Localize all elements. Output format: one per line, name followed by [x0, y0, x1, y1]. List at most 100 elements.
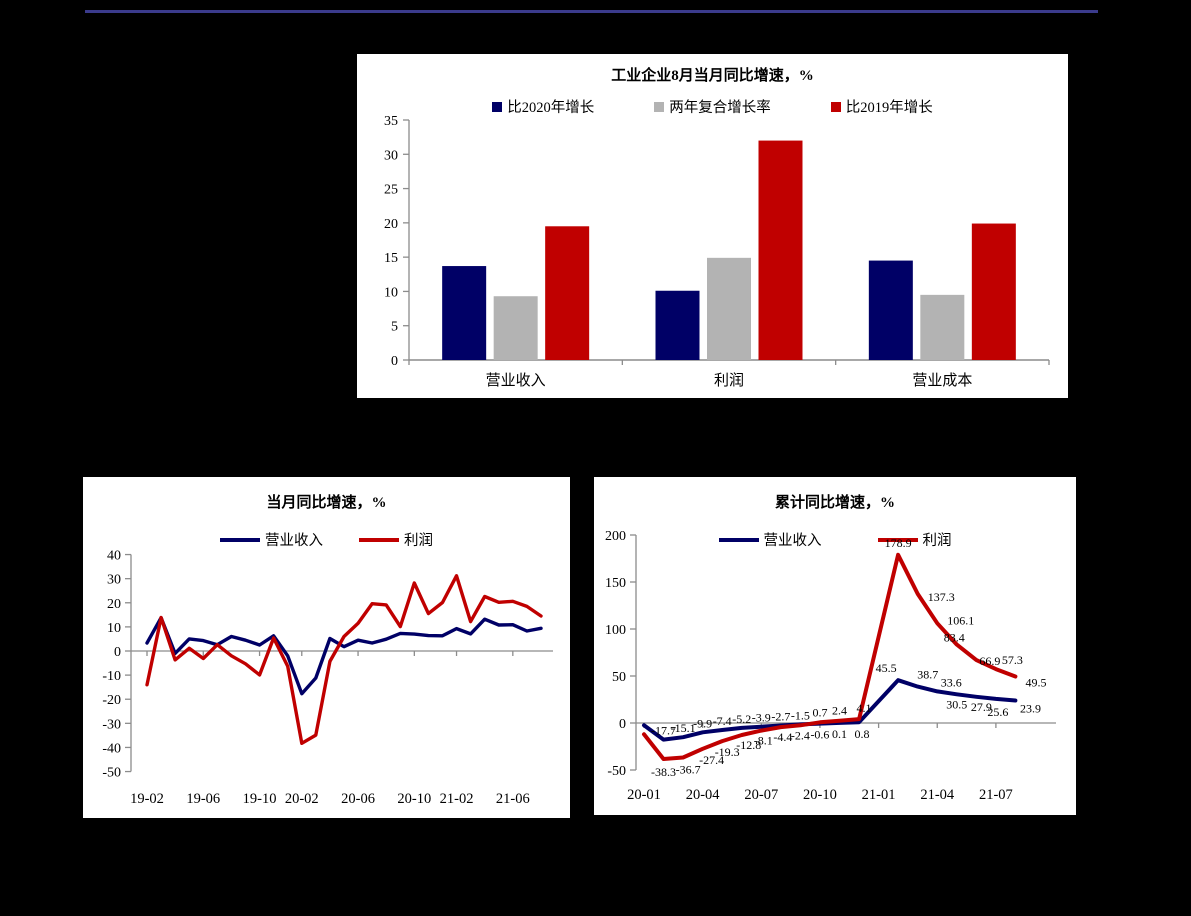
navy-line-swatch-icon: [220, 537, 260, 542]
svg-text:20-06: 20-06: [341, 791, 375, 807]
svg-text:21-01: 21-01: [862, 787, 896, 803]
cumulative-yoy-plot: -50 0 50 100 150 200 20-01 20-04 20-07 20-10 21-01…: [605, 529, 1056, 803]
svg-text:49.5: 49.5: [1025, 675, 1046, 689]
legend-item-profit-cum: 利润: [877, 529, 952, 550]
svg-text:-12.8: -12.8: [736, 738, 761, 752]
svg-text:4.1: 4.1: [857, 701, 872, 715]
svg-text:-36.7: -36.7: [676, 762, 701, 776]
svg-text:5: 5: [391, 320, 398, 335]
legend-label-profit: 利润: [404, 533, 433, 549]
svg-text:20: 20: [384, 217, 398, 232]
svg-text:50: 50: [612, 670, 626, 685]
svg-text:57.3: 57.3: [1002, 653, 1023, 667]
svg-text:21-04: 21-04: [920, 787, 955, 803]
svg-text:38.7: 38.7: [917, 668, 938, 682]
legend-item-profit: 利润: [359, 529, 433, 550]
svg-text:-2.4: -2.4: [791, 728, 810, 742]
svg-text:10: 10: [384, 285, 398, 300]
svg-text:66.9: 66.9: [979, 654, 1000, 668]
legend-label-revenue-cum: 营业收入: [763, 533, 822, 549]
svg-text:19-02: 19-02: [130, 791, 164, 807]
svg-text:21-07: 21-07: [979, 787, 1013, 803]
svg-text:2.4: 2.4: [832, 704, 847, 718]
svg-text:30: 30: [107, 573, 121, 588]
bar-chart-panel: 工业企业8月当月同比增速，% 比2020年增长 两年复合增长率 比2019年增长…: [357, 54, 1068, 398]
navy-square-swatch-icon: [492, 101, 503, 112]
svg-text:-5.2: -5.2: [732, 712, 751, 726]
svg-text:-2.7: -2.7: [771, 710, 790, 724]
monthly-yoy-legend: 营业收入 利润: [83, 529, 570, 550]
monthly-yoy-chart-panel: 当月同比增速，% 营业收入 利润 -50 -40 -30 -20 -10 0 10 20 30 4…: [83, 477, 570, 818]
red-line-swatch-icon: [877, 537, 918, 542]
legend-label-two-year-cagr: 两年复合增长率: [669, 100, 771, 116]
svg-text:10: 10: [107, 621, 121, 636]
svg-text:-40: -40: [102, 741, 121, 756]
svg-text:137.3: 137.3: [928, 590, 955, 604]
svg-text:-15.1: -15.1: [671, 721, 696, 735]
svg-text:106.1: 106.1: [947, 613, 974, 627]
monthly-yoy-plot: -50 -40 -30 -20 -10 0 10 20 30 40 19-02 19-06 19-10 2…: [102, 549, 553, 807]
svg-text:21-02: 21-02: [440, 791, 474, 807]
svg-text:营业成本: 营业成本: [912, 372, 972, 389]
svg-text:-19.3: -19.3: [715, 745, 740, 759]
svg-text:20-02: 20-02: [285, 791, 319, 807]
svg-text:25.6: 25.6: [987, 705, 1008, 719]
svg-text:25: 25: [384, 183, 398, 198]
legend-item-revenue: 营业收入: [220, 529, 323, 550]
svg-text:-27.4: -27.4: [699, 753, 724, 767]
svg-text:150: 150: [605, 576, 626, 591]
bar-chart-legend: 比2020年增长 两年复合增长率 比2019年增长: [357, 96, 1068, 117]
svg-text:35: 35: [384, 114, 398, 129]
bar-chart-plot: 0 5 10 15 20 25 30 35 营业收入 利润 营业成本: [384, 114, 1050, 389]
svg-text:-50: -50: [102, 766, 121, 781]
svg-text:0.8: 0.8: [855, 727, 870, 741]
svg-text:0.1: 0.1: [832, 727, 847, 741]
legend-item-vs2020: 比2020年增长: [492, 96, 594, 117]
navy-line-swatch-icon: [718, 537, 759, 542]
svg-text:-1.5: -1.5: [791, 708, 810, 722]
cumulative-yoy-legend: 营业收入 利润: [594, 529, 1076, 550]
svg-text:200: 200: [605, 529, 626, 544]
legend-label-revenue: 营业收入: [265, 533, 323, 549]
svg-text:20-04: 20-04: [686, 787, 721, 803]
cumulative-yoy-chart-title: 累计同比增速，%: [774, 495, 895, 511]
svg-text:-3.9: -3.9: [752, 711, 771, 725]
svg-text:19-10: 19-10: [243, 791, 277, 807]
svg-text:19-06: 19-06: [186, 791, 220, 807]
svg-text:20: 20: [107, 597, 121, 612]
svg-text:23.9: 23.9: [1020, 702, 1041, 716]
svg-text:20-07: 20-07: [744, 787, 778, 803]
svg-text:33.6: 33.6: [941, 675, 962, 689]
svg-text:83.4: 83.4: [944, 631, 965, 645]
svg-text:-8.1: -8.1: [754, 734, 773, 748]
svg-text:30.5: 30.5: [946, 697, 967, 711]
legend-label-vs2020: 比2020年增长: [507, 100, 595, 116]
svg-text:-10: -10: [102, 669, 121, 684]
red-line-swatch-icon: [359, 537, 399, 542]
svg-text:20-10: 20-10: [397, 791, 431, 807]
svg-text:营业收入: 营业收入: [486, 372, 546, 389]
legend-label-vs2019: 比2019年增长: [845, 100, 933, 116]
svg-text:利润: 利润: [714, 372, 744, 389]
legend-label-profit-cum: 利润: [922, 533, 952, 549]
legend-item-revenue-cum: 营业收入: [718, 529, 822, 550]
legend-item-two-year-cagr: 两年复合增长率: [654, 96, 771, 117]
bar-chart-title: 工业企业8月当月同比增速，%: [611, 68, 814, 84]
svg-text:-17.7: -17.7: [651, 724, 676, 738]
cumulative-yoy-chart-panel: 累计同比增速，% 营业收入 利润 -50 0 50 100 150 200 20-01 20-…: [594, 477, 1076, 815]
svg-text:20-10: 20-10: [803, 787, 837, 803]
svg-text:30: 30: [384, 148, 398, 163]
svg-text:0: 0: [114, 645, 121, 660]
svg-text:-38.3: -38.3: [651, 765, 676, 779]
svg-text:100: 100: [605, 623, 626, 638]
svg-text:-4.4: -4.4: [773, 730, 792, 744]
svg-text:27.9: 27.9: [971, 700, 992, 714]
svg-text:-7.4: -7.4: [713, 714, 732, 728]
svg-text:0.7: 0.7: [812, 705, 827, 719]
svg-text:21-06: 21-06: [496, 791, 530, 807]
svg-text:178.9: 178.9: [885, 536, 912, 550]
gray-square-swatch-icon: [654, 101, 665, 112]
svg-text:-9.9: -9.9: [693, 716, 712, 730]
svg-text:45.5: 45.5: [876, 661, 897, 675]
